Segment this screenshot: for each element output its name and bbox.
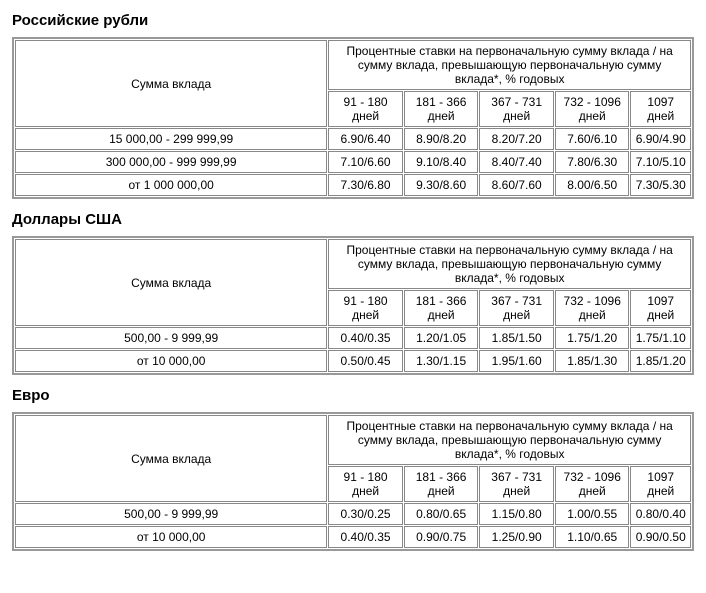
amount-header: Сумма вклада <box>15 239 327 326</box>
rate-cell: 0.80/0.65 <box>404 503 479 525</box>
rate-cell: 0.90/0.50 <box>630 526 691 548</box>
rate-cell: 1.85/1.50 <box>479 327 554 349</box>
rate-cell: 0.80/0.40 <box>630 503 691 525</box>
rate-cell: 9.30/8.60 <box>404 174 479 196</box>
rate-cell: 7.10/5.10 <box>630 151 691 173</box>
period-header: 181 - 366 дней <box>404 91 479 127</box>
rate-table-rub: Сумма вклада Процентные ставки на первон… <box>12 37 694 199</box>
table-row: от 1 000 000,00 7.30/6.80 9.30/8.60 8.60… <box>15 174 691 196</box>
rate-cell: 1.85/1.30 <box>555 350 630 372</box>
period-header: 367 - 731 дней <box>479 466 554 502</box>
rate-cell: 1.25/0.90 <box>479 526 554 548</box>
period-header: 732 - 1096 дней <box>555 91 630 127</box>
rate-cell: 7.30/6.80 <box>328 174 403 196</box>
rate-cell: 1.75/1.20 <box>555 327 630 349</box>
rate-cell: 6.90/6.40 <box>328 128 403 150</box>
table-row: от 10 000,00 0.40/0.35 0.90/0.75 1.25/0.… <box>15 526 691 548</box>
rates-header: Процентные ставки на первоначальную сумм… <box>328 415 691 465</box>
rate-cell: 0.40/0.35 <box>328 327 403 349</box>
period-header: 1097 дней <box>630 466 691 502</box>
rate-table-usd: Сумма вклада Процентные ставки на первон… <box>12 236 694 375</box>
rate-cell: 0.40/0.35 <box>328 526 403 548</box>
rate-cell: 7.30/5.30 <box>630 174 691 196</box>
rate-cell: 8.90/8.20 <box>404 128 479 150</box>
period-header: 367 - 731 дней <box>479 91 554 127</box>
table-row: 500,00 - 9 999,99 0.40/0.35 1.20/1.05 1.… <box>15 327 691 349</box>
amount-cell: 500,00 - 9 999,99 <box>15 327 327 349</box>
amount-cell: от 10 000,00 <box>15 526 327 548</box>
period-header: 1097 дней <box>630 290 691 326</box>
rate-cell: 0.90/0.75 <box>404 526 479 548</box>
rate-cell: 1.15/0.80 <box>479 503 554 525</box>
table-row: 300 000,00 - 999 999,99 7.10/6.60 9.10/8… <box>15 151 691 173</box>
table-row: от 10 000,00 0.50/0.45 1.30/1.15 1.95/1.… <box>15 350 691 372</box>
rate-cell: 1.10/0.65 <box>555 526 630 548</box>
rate-cell: 6.90/4.90 <box>630 128 691 150</box>
rate-cell: 1.85/1.20 <box>630 350 691 372</box>
amount-header: Сумма вклада <box>15 40 327 127</box>
period-header: 91 - 180 дней <box>328 91 403 127</box>
rates-header: Процентные ставки на первоначальную сумм… <box>328 40 691 90</box>
rate-cell: 7.10/6.60 <box>328 151 403 173</box>
rate-cell: 1.75/1.10 <box>630 327 691 349</box>
section-title-usd: Доллары США <box>12 211 694 228</box>
period-header: 181 - 366 дней <box>404 290 479 326</box>
amount-cell: 300 000,00 - 999 999,99 <box>15 151 327 173</box>
rate-cell: 8.20/7.20 <box>479 128 554 150</box>
period-header: 1097 дней <box>630 91 691 127</box>
amount-header: Сумма вклада <box>15 415 327 502</box>
rate-cell: 0.50/0.45 <box>328 350 403 372</box>
amount-cell: от 10 000,00 <box>15 350 327 372</box>
rates-header: Процентные ставки на первоначальную сумм… <box>328 239 691 289</box>
rate-cell: 8.40/7.40 <box>479 151 554 173</box>
rate-table-eur: Сумма вклада Процентные ставки на первон… <box>12 412 694 551</box>
period-header: 732 - 1096 дней <box>555 290 630 326</box>
amount-cell: 500,00 - 9 999,99 <box>15 503 327 525</box>
amount-cell: от 1 000 000,00 <box>15 174 327 196</box>
amount-cell: 15 000,00 - 299 999,99 <box>15 128 327 150</box>
rate-cell: 9.10/8.40 <box>404 151 479 173</box>
rate-cell: 1.20/1.05 <box>404 327 479 349</box>
table-row: 15 000,00 - 299 999,99 6.90/6.40 8.90/8.… <box>15 128 691 150</box>
rate-cell: 8.00/6.50 <box>555 174 630 196</box>
rate-cell: 1.00/0.55 <box>555 503 630 525</box>
rate-cell: 0.30/0.25 <box>328 503 403 525</box>
rate-cell: 8.60/7.60 <box>479 174 554 196</box>
period-header: 367 - 731 дней <box>479 290 554 326</box>
table-row: 500,00 - 9 999,99 0.30/0.25 0.80/0.65 1.… <box>15 503 691 525</box>
section-title-rub: Российские рубли <box>12 12 694 29</box>
rate-cell: 7.60/6.10 <box>555 128 630 150</box>
section-title-eur: Евро <box>12 387 694 404</box>
period-header: 91 - 180 дней <box>328 290 403 326</box>
rate-cell: 1.95/1.60 <box>479 350 554 372</box>
period-header: 91 - 180 дней <box>328 466 403 502</box>
rate-cell: 1.30/1.15 <box>404 350 479 372</box>
period-header: 181 - 366 дней <box>404 466 479 502</box>
rate-cell: 7.80/6.30 <box>555 151 630 173</box>
period-header: 732 - 1096 дней <box>555 466 630 502</box>
